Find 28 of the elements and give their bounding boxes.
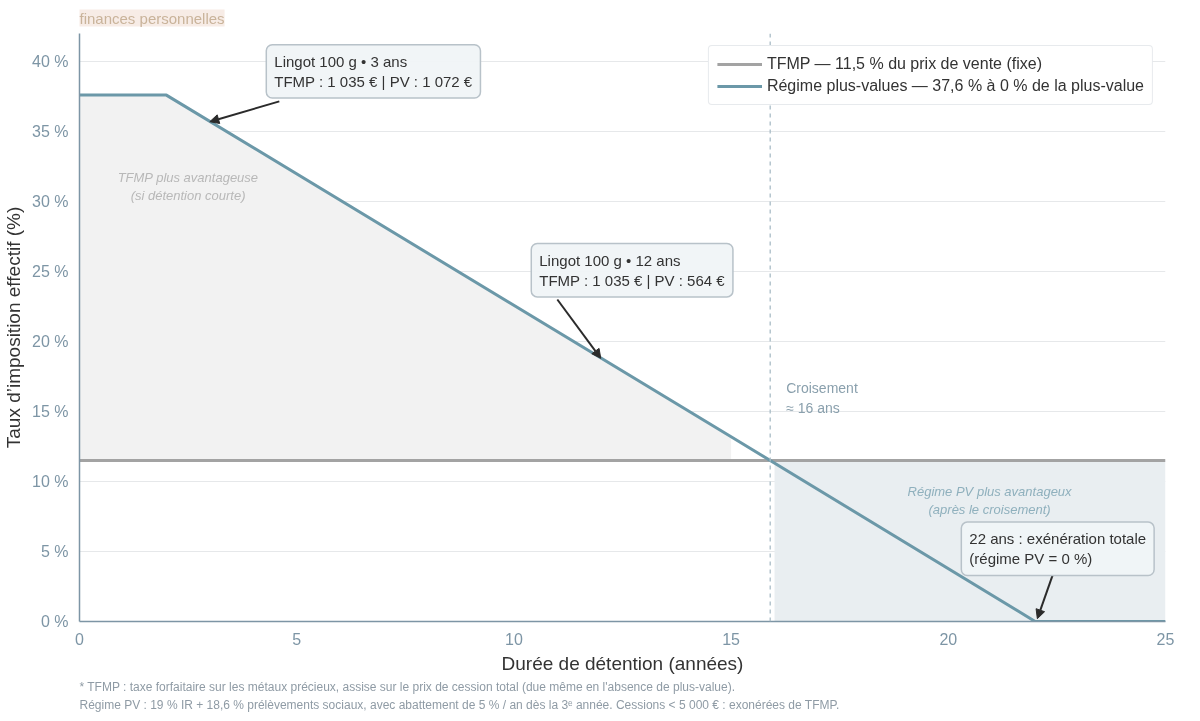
y-tick-label: 20 % — [32, 333, 69, 350]
y-tick-label: 35 % — [32, 123, 69, 140]
ref-line-label: Croisement ≈ 16 ans — [786, 380, 858, 416]
x-tick-label: 10 — [505, 630, 523, 648]
x-tick-label: 0 — [75, 630, 85, 648]
text: Régime PV : 19 % IR + 18,6 % prélèvements sociaux, avec abattement de 5 % / an dès la 3ᵉ année. Cessions < 5 000 € : exonérées de TFMP. — [79, 697, 840, 712]
y-tick-label: 5 % — [40, 543, 69, 560]
annotation: Lingot 100 g • 12 ans TFMP : 1 035 € | PV : 564 € — [539, 251, 726, 289]
y-tick-label: 25 % — [32, 263, 69, 280]
annotation: Lingot 100 g • 3 ans TFMP : 1 035 € | PV : 1 072 € — [274, 52, 473, 91]
y-tick-label: 30 % — [32, 193, 69, 210]
text: * TFMP : taxe forfaitaire sur les métaux précieux, assise sur le prix de cession total (due même en l'absence de plus-value). — [79, 679, 735, 694]
annotation: 22 ans : exénération totale (régime PV = 0 %) — [969, 530, 1147, 568]
chart-subtitle: finances personnelles — [79, 9, 225, 27]
x-axis-title: Durée de détention (années) — [501, 652, 744, 674]
annotation: TFMP plus avantageuse (si détention courte) — [117, 169, 259, 203]
legend-label: Régime plus-values — 37,6 % à 0 % de la plus-value — [766, 77, 1144, 95]
x-tick-label: 25 — [1156, 630, 1175, 648]
x-tick-label: 5 — [292, 630, 302, 648]
y-tick-label: 0 % — [40, 613, 69, 630]
y-tick-label: 10 % — [32, 473, 69, 490]
legend-label: TFMP — 11,5 % du prix de vente (fixe) — [766, 55, 1042, 73]
y-tick-label: 40 % — [32, 53, 69, 70]
y-axis-title: Taux d’imposition effectif (%) — [3, 206, 25, 449]
x-tick-label: 15 — [722, 630, 741, 648]
x-tick-label: 20 — [939, 630, 958, 648]
y-tick-label: 15 % — [32, 403, 69, 420]
series-label: Régime PV plus avantageux (après le croisement) — [907, 484, 1073, 518]
